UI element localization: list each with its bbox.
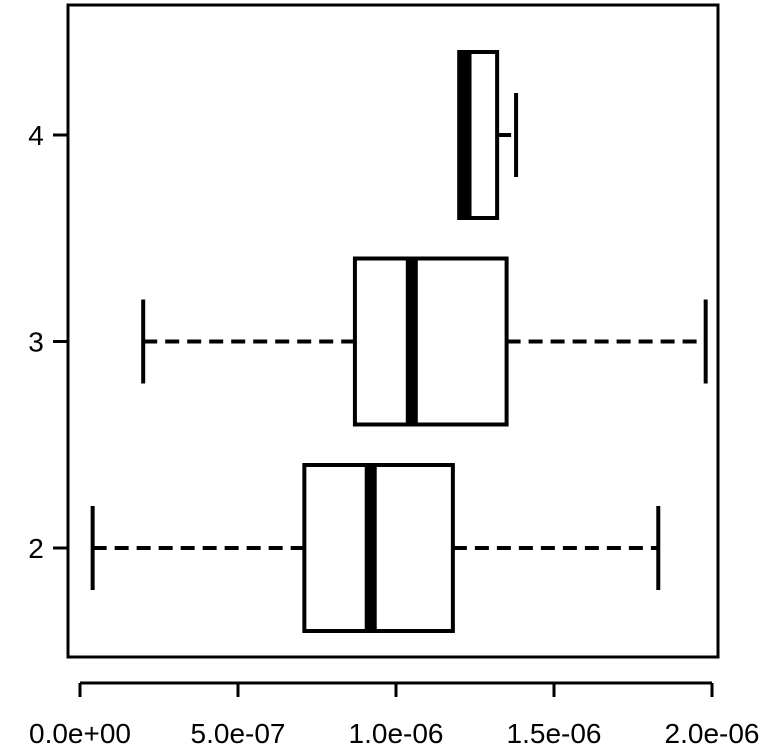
y-tick-label: 2 xyxy=(28,533,44,564)
box-series xyxy=(90,50,708,633)
x-axis: 0.0e+00 5.0e-07 1.0e-06 1.5e-06 2.0e-06 xyxy=(29,681,760,749)
y-axis: 2 3 4 xyxy=(28,120,68,564)
box-iqr xyxy=(352,256,509,427)
x-tick-label: 0.0e+00 xyxy=(29,718,131,749)
box-iqr xyxy=(302,463,455,633)
x-tick-label: 2.0e-06 xyxy=(665,718,760,749)
plot-frame xyxy=(66,3,720,659)
y-tick-label: 3 xyxy=(28,327,44,358)
y-tick-label: 4 xyxy=(28,120,44,151)
x-tick-label: 1.0e-06 xyxy=(349,718,444,749)
box-group-2 xyxy=(90,463,661,633)
box-group-4 xyxy=(457,50,519,220)
x-tick-label: 1.5e-06 xyxy=(507,718,602,749)
x-tick-label: 5.0e-07 xyxy=(191,718,286,749)
box-group-3 xyxy=(141,256,708,427)
